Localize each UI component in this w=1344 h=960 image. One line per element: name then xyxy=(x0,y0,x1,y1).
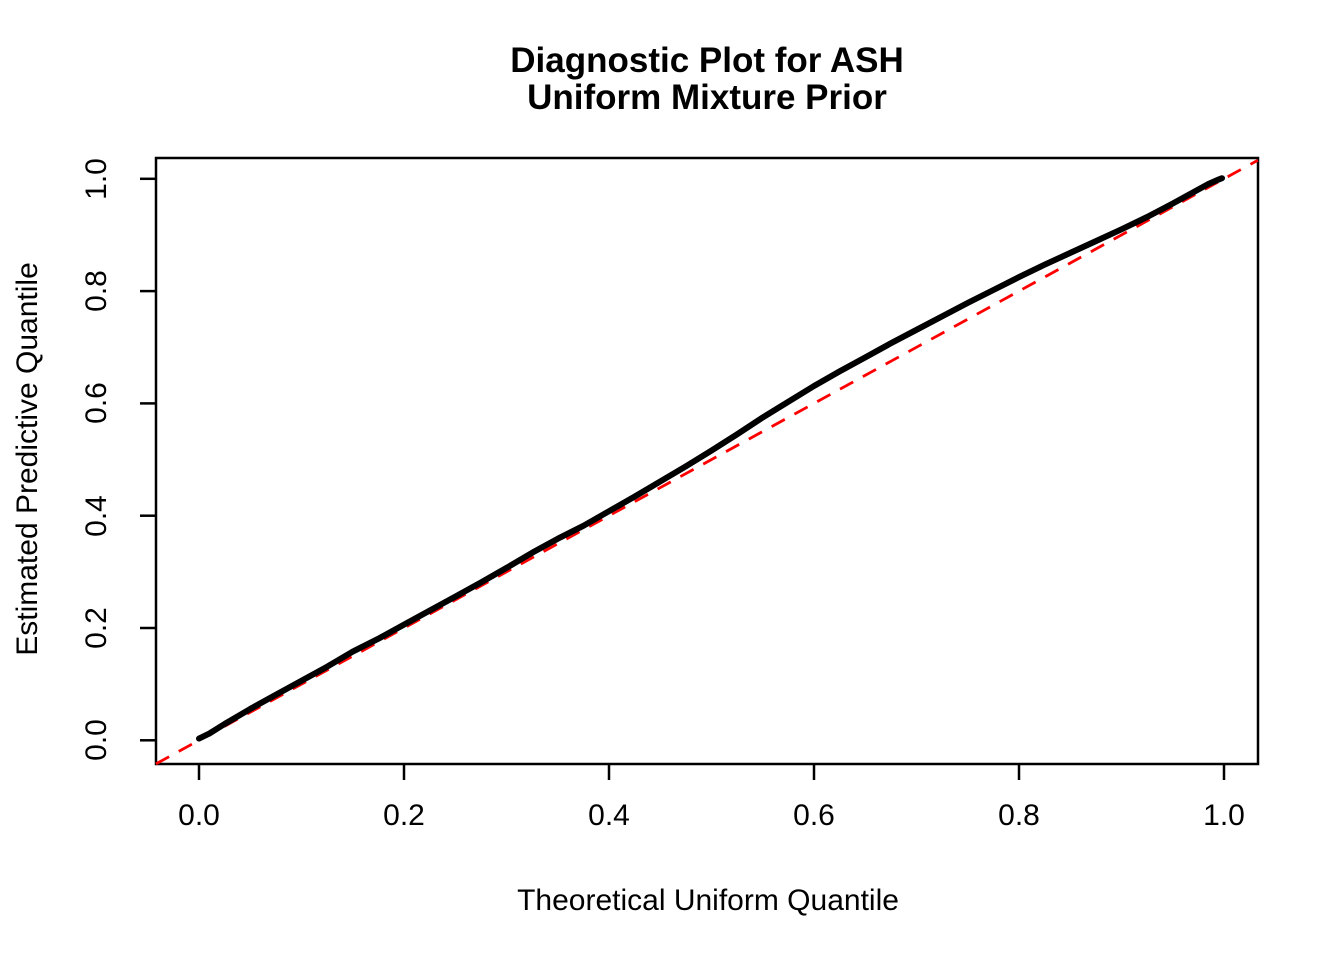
y-tick-label: 0.6 xyxy=(80,382,113,425)
x-tick-label: 0.6 xyxy=(793,799,835,832)
y-tick-label: 0.8 xyxy=(80,270,113,312)
y-axis-label: Estimated Predictive Quantile xyxy=(11,262,44,656)
x-axis-label: Theoretical Uniform Quantile xyxy=(517,884,899,917)
x-tick-label: 0.0 xyxy=(178,799,220,832)
x-tick-label: 0.8 xyxy=(998,799,1040,832)
x-tick-label: 1.0 xyxy=(1203,799,1245,832)
y-tick-label: 0.4 xyxy=(80,494,113,537)
chart-title-line1: Diagnostic Plot for ASH xyxy=(510,41,904,80)
y-tick-label: 1.0 xyxy=(80,157,113,200)
x-tick-label: 0.2 xyxy=(383,799,425,832)
identity-line xyxy=(155,159,1259,766)
y-tick-label: 0.0 xyxy=(80,719,113,762)
x-tick-label: 0.4 xyxy=(588,799,630,832)
chart-title-line2: Uniform Mixture Prior xyxy=(527,78,887,117)
y-tick-label: 0.2 xyxy=(80,607,113,649)
qq-curve xyxy=(196,175,1225,742)
chart-title: Diagnostic Plot for ASH Uniform Mixture … xyxy=(510,42,903,116)
plot-box xyxy=(154,156,1260,766)
